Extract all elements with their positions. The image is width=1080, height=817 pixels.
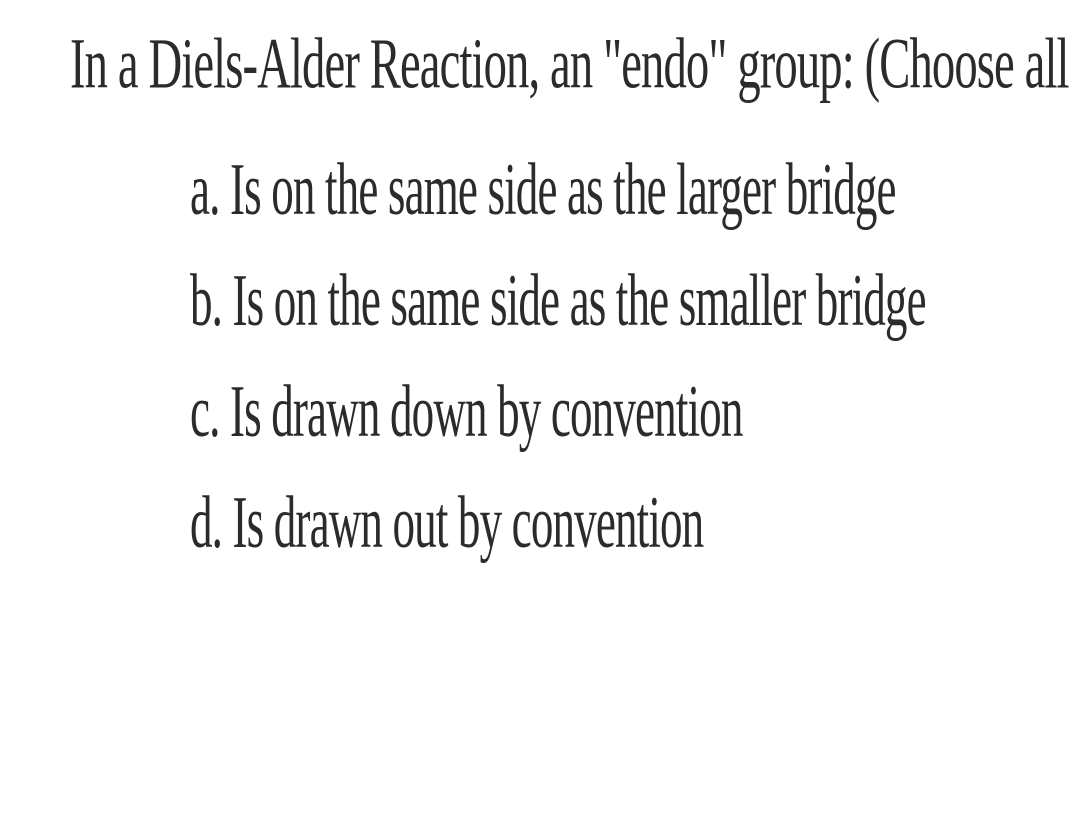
option-c-letter: c. (190, 371, 220, 452)
option-c: c. Is drawn down by convention (190, 376, 921, 450)
option-b-letter: b. (190, 260, 222, 341)
option-d-letter: d. (190, 482, 222, 563)
question-page: In a Diels-Alder Reaction, an "endo" gro… (0, 0, 1080, 817)
question-prompt: In a Diels-Alder Reaction, an "endo" gro… (70, 28, 932, 103)
options-list: a. Is on the same side as the larger bri… (190, 154, 1050, 540)
option-a-text: Is on the same side as the larger bridge (230, 149, 896, 230)
option-a-letter: a. (190, 149, 220, 230)
option-d-text: Is drawn out by convention (233, 482, 704, 563)
option-a: a. Is on the same side as the larger bri… (190, 154, 921, 228)
option-d: d. Is drawn out by convention (190, 487, 921, 561)
option-b: b. Is on the same side as the smaller br… (190, 265, 921, 339)
option-c-text: Is drawn down by convention (230, 371, 743, 452)
option-b-text: Is on the same side as the smaller bridg… (233, 260, 926, 341)
